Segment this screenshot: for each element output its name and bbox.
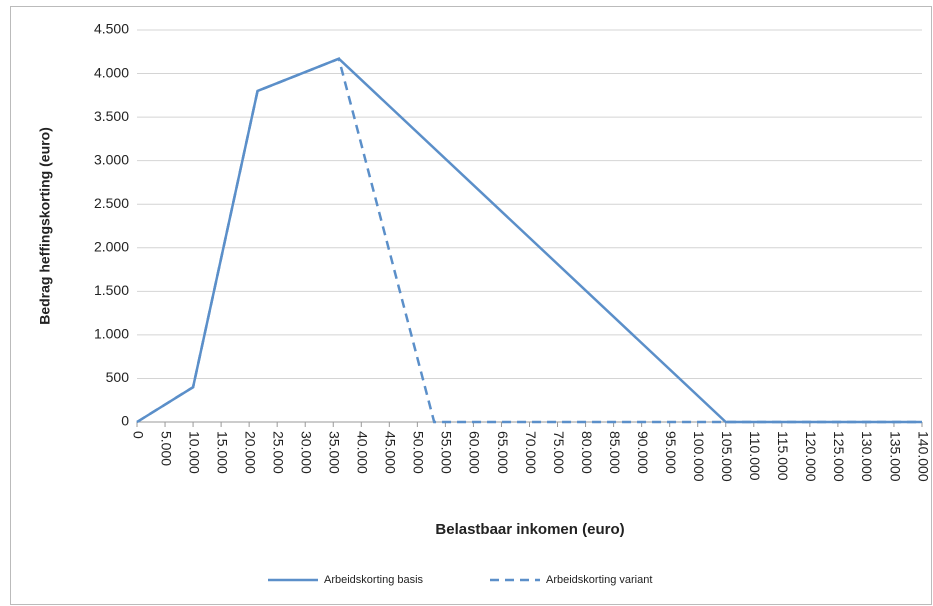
x-tick-label: 135.000	[887, 431, 903, 482]
x-tick-label: 125.000	[831, 431, 847, 482]
x-tick-label: 60.000	[467, 431, 483, 474]
x-tick-label: 30.000	[299, 431, 315, 474]
x-axis-label: Belastbaar inkomen (euro)	[435, 521, 624, 538]
y-tick-label: 4.000	[94, 64, 129, 80]
y-tick-label: 3.000	[94, 151, 129, 167]
y-tick-label: 0	[121, 413, 129, 429]
x-tick-label: 10.000	[186, 431, 202, 474]
x-tick-label: 130.000	[859, 431, 875, 482]
x-tick-label: 140.000	[915, 431, 931, 482]
x-tick-label: 105.000	[719, 431, 735, 482]
x-tick-label: 90.000	[635, 431, 651, 474]
x-tick-label: 65.000	[495, 431, 511, 474]
y-tick-label: 2.500	[94, 195, 129, 211]
x-tick-label: 20.000	[242, 431, 258, 474]
x-tick-label: 70.000	[523, 431, 539, 474]
y-tick-label: 1.000	[94, 326, 129, 342]
x-tick-label: 120.000	[803, 431, 819, 482]
x-tick-label: 45.000	[383, 431, 399, 474]
x-tick-label: 110.000	[747, 431, 763, 481]
chart-frame	[10, 6, 932, 605]
series-line	[136, 57, 922, 424]
x-tick-label: 5.000	[158, 431, 174, 466]
x-tick-label: 25.000	[270, 431, 286, 474]
y-tick-label: 4.500	[94, 21, 129, 37]
x-tick-label: 40.000	[355, 431, 371, 474]
y-tick-label: 3.500	[94, 108, 129, 124]
x-tick-label: 85.000	[607, 431, 623, 474]
x-tick-label: 55.000	[439, 431, 455, 474]
x-tick-label: 115.000	[775, 431, 791, 481]
x-tick-label: 75.000	[551, 431, 567, 474]
y-axis-label: Bedrag heffingskorting (euro)	[37, 127, 53, 325]
x-tick-label: 15.000	[214, 431, 230, 474]
y-tick-label: 2.000	[94, 238, 129, 254]
x-tick-label: 100.000	[691, 431, 707, 482]
x-tick-label: 80.000	[579, 431, 595, 474]
x-tick-label: 50.000	[411, 431, 427, 474]
y-tick-label: 500	[106, 369, 130, 385]
x-tick-label: 35.000	[327, 431, 343, 474]
x-tick-label: 0	[130, 431, 146, 439]
legend-label: Arbeidskorting basis	[324, 574, 424, 586]
y-tick-label: 1.500	[94, 282, 129, 298]
legend-label: Arbeidskorting variant	[546, 574, 652, 586]
x-tick-label: 95.000	[663, 431, 679, 474]
